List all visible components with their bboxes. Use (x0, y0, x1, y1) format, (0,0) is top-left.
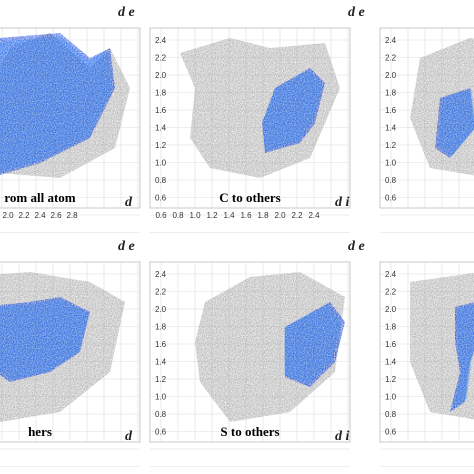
x-tick-label: 2.2 (18, 211, 30, 220)
blue-core (452, 304, 474, 409)
y-tick-label: 2.2 (385, 54, 397, 63)
y-tick-label: 1.2 (155, 375, 167, 384)
point-cloud (0, 272, 125, 422)
panel-label: C to others (219, 190, 280, 205)
y-tick-label: 1.0 (155, 393, 167, 402)
y-tick-label: 1.6 (155, 106, 167, 115)
fingerprint-panel: 2.4 2.2 2.0 1.8 1.6 1.4 1.2 1.0 0.8 0.6 0.6 0.8 1.0 1… (118, 5, 351, 233)
x-tick-label: 1.4 (223, 211, 235, 220)
x-tick-label: 2.8 (66, 211, 78, 220)
y-axis-label: d e (118, 239, 135, 254)
blue-region (0, 297, 90, 382)
y-tick-label: 0.8 (155, 176, 167, 185)
panel-label: S to others (220, 424, 279, 439)
y-tick-label: 0.8 (385, 410, 397, 419)
blue-core (284, 304, 342, 385)
x-tick-label: 1.0 (189, 211, 201, 220)
x-tick-label: 2.0 (2, 211, 14, 220)
x-axis-label: d (125, 429, 133, 444)
fingerprint-panel: d hers (0, 261, 141, 467)
x-tick-label: 2.4 (34, 211, 46, 220)
y-tick-label: 1.0 (385, 159, 397, 168)
x-tick-label: 0.6 (155, 211, 167, 220)
y-tick-label: 1.4 (385, 358, 397, 367)
x-tick-label: 2.2 (291, 211, 303, 220)
y-tick-label: 1.8 (155, 89, 167, 98)
y-tick-label: 0.6 (155, 194, 167, 203)
fingerprint-panel: 2.0 2.2 2.4 2.6 2.8 d rom all atom (0, 27, 141, 233)
y-tick-label: 1.0 (155, 159, 167, 168)
blue-region (0, 33, 115, 175)
x-axis-label: d i (335, 195, 350, 210)
y-tick-label: 0.8 (385, 176, 397, 185)
point-cloud (410, 272, 474, 420)
panel-label: hers (28, 424, 52, 439)
blue-region (435, 88, 474, 158)
y-tick-label: 0.8 (155, 410, 167, 419)
blue-core (262, 70, 323, 151)
blue-region (285, 302, 345, 387)
blue-region (450, 302, 474, 412)
fingerprint-panel: 2.4 2.2 2.0 1.8 1.6 1.4 1.2 1.0 0.8 0.6 d e d i S to… (118, 239, 351, 467)
y-tick-label: 2.4 (385, 270, 397, 279)
y-tick-label: 1.2 (385, 141, 397, 150)
y-tick-label: 0.6 (155, 428, 167, 437)
blue-core (438, 89, 474, 156)
y-tick-label: 1.6 (155, 340, 167, 349)
y-tick-label: 2.2 (155, 54, 167, 63)
blue-core (0, 36, 113, 173)
x-tick-label: 1.2 (206, 211, 218, 220)
y-tick-label: 1.6 (385, 106, 397, 115)
y-tick-label: 1.6 (385, 340, 397, 349)
y-axis-label: d e (348, 239, 365, 254)
y-tick-label: 2.4 (155, 270, 167, 279)
y-tick-label: 2.2 (385, 288, 397, 297)
y-tick-label: 1.8 (385, 323, 397, 332)
x-tick-label: 2.6 (50, 211, 62, 220)
x-tick-label: 2.0 (274, 211, 286, 220)
y-tick-label: 2.0 (155, 305, 167, 314)
x-axis-label: d i (335, 429, 350, 444)
blue-region (262, 68, 325, 153)
x-tick-label: 1.8 (257, 211, 269, 220)
point-cloud (195, 272, 345, 422)
y-tick-label: 1.2 (155, 141, 167, 150)
y-tick-label: 1.4 (385, 124, 397, 133)
y-tick-label: 2.0 (385, 71, 397, 80)
y-tick-label: 1.0 (385, 393, 397, 402)
y-tick-label: 1.8 (385, 89, 397, 98)
point-cloud (0, 33, 130, 178)
x-tick-label: 0.8 (172, 211, 184, 220)
fingerprint-panel: 2.4 2.2 2.0 1.8 1.6 1.4 1.2 1.0 0.8 0.6 d e (348, 239, 474, 467)
y-tick-label: 2.2 (155, 288, 167, 297)
y-tick-label: 0.6 (385, 194, 397, 203)
y-tick-label: 2.0 (385, 305, 397, 314)
x-axis-label: d (125, 195, 133, 210)
y-tick-label: 1.4 (155, 124, 167, 133)
panel-label: rom all atom (4, 190, 75, 205)
y-tick-label: 2.4 (155, 36, 167, 45)
y-axis-label: d e (118, 5, 135, 20)
x-tick-label: 2.4 (308, 211, 320, 220)
y-tick-label: 0.6 (385, 428, 397, 437)
y-tick-label: 2.4 (385, 36, 397, 45)
point-cloud (180, 38, 340, 178)
y-axis-label: d e (348, 5, 365, 20)
y-tick-label: 1.4 (155, 358, 167, 367)
y-tick-label: 1.2 (385, 375, 397, 384)
point-cloud (410, 38, 474, 176)
blue-core (0, 299, 89, 381)
fingerprint-panel: 2.4 2.2 2.0 1.8 1.6 1.4 1.2 1.0 0.8 0.6 d e (348, 5, 474, 233)
y-tick-label: 1.8 (155, 323, 167, 332)
y-tick-label: 2.0 (155, 71, 167, 80)
x-tick-label: 1.6 (240, 211, 252, 220)
